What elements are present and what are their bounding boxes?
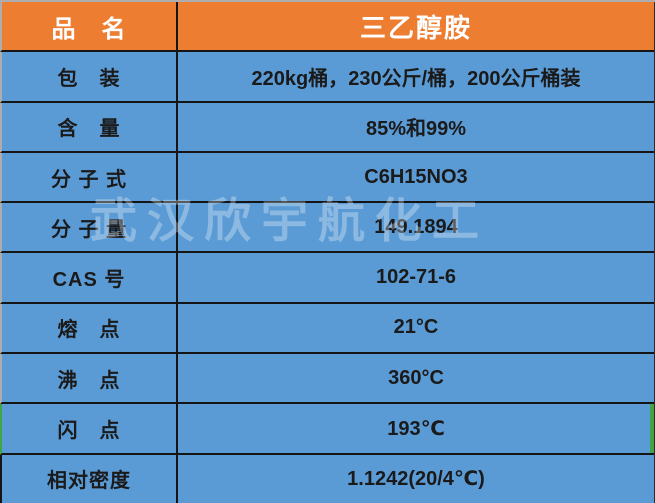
- table-row-melting-point: 熔 点 21°C: [0, 303, 654, 355]
- row-label: 含 量: [2, 102, 178, 151]
- row-label: 分 子 量: [2, 203, 178, 252]
- row-value: 102-71-6: [375, 266, 457, 289]
- row-label: 相对密度: [2, 454, 178, 503]
- header-row: 品 名 三乙醇胺: [0, 2, 654, 53]
- row-label: 闪 点: [2, 404, 178, 453]
- row-label: 沸 点: [2, 354, 178, 403]
- table-row-molecular-formula: 分 子 式 C6H15NO3: [0, 152, 654, 204]
- row-value: C6H15NO3: [364, 165, 468, 188]
- table-row-boiling-point: 沸 点 360°C: [0, 354, 654, 405]
- table-row-relative-density: 相对密度 1.1242(20/4℃): [0, 454, 654, 503]
- product-name-header-label: 品 名: [2, 2, 178, 51]
- row-label: 分 子 式: [2, 152, 178, 202]
- table-row-molecular-weight: 分 子 量 149.1894: [0, 203, 654, 254]
- row-label: 包 装: [2, 52, 178, 101]
- table-row-cas-number: CAS 号 102-71-6: [0, 253, 654, 304]
- row-label: 熔 点: [2, 303, 178, 353]
- row-label: CAS 号: [2, 253, 178, 302]
- table-row-packaging: 包 装 220kg桶，230公斤/桶，200公斤桶装: [0, 52, 654, 103]
- row-value: 85%和99%: [365, 118, 467, 141]
- row-value: 360°C: [388, 366, 444, 389]
- row-value: 193℃: [387, 418, 445, 441]
- row-value: 1.1242(20/4℃): [347, 468, 485, 491]
- row-value: 149.1894: [374, 215, 458, 238]
- table-row-content: 含 量 85%和99%: [0, 102, 654, 153]
- product-name-value: 三乙醇胺: [359, 13, 472, 43]
- row-value: 220kg桶，230公斤/桶，200公斤桶装: [251, 67, 581, 90]
- table-row-flash-point-selected: 闪 点 193℃: [0, 404, 654, 455]
- row-value: 21°C: [393, 316, 439, 339]
